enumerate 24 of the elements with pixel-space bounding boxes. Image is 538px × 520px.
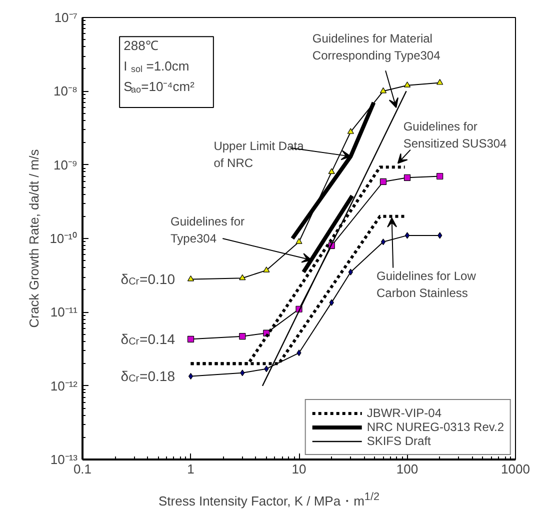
annotation: Guidelines for Type304 <box>170 214 245 246</box>
y-tick-label: 10⁻¹² <box>50 378 78 394</box>
x-tick-label: 1 <box>187 462 194 476</box>
annotation: 288℃ <box>124 38 158 53</box>
x-tick-label: 10 <box>292 462 306 476</box>
annotation: Guidelines for Low Carbon Stainless <box>376 268 476 300</box>
y-tick-label: 10⁻⁸ <box>54 84 78 99</box>
series-label: δCr=0.18 <box>120 368 176 385</box>
x-tick-label: 0.1 <box>73 462 92 476</box>
annotation: Guidelines for Sensitized SUS304 <box>403 120 508 151</box>
x-tick-label: 100 <box>396 462 418 476</box>
legend-label: SKIFS Draft <box>366 434 431 448</box>
y-axis-title: Crack Growth Rate, da/dt / m/s <box>26 148 42 328</box>
x-tick-label: 1000 <box>501 462 530 476</box>
x-axis-title: Stress Intensity Factor, K / MPa・m$^{1/2}$ <box>158 490 380 510</box>
annotation: Guidelines for Material Corresponding Type304 <box>312 31 441 62</box>
legend-label: JBWR-VIP-04 <box>366 406 442 420</box>
y-tick-label: 10⁻¹⁰ <box>50 231 78 246</box>
series-label: δCr=0.10 <box>120 271 176 288</box>
legend-label: NRC NUREG-0313 Rev.2 <box>366 420 504 434</box>
y-tick-label: 10⁻¹¹ <box>50 304 78 320</box>
series-label: δCr=0.14 <box>120 331 176 348</box>
y-tick-label: 10⁻⁹ <box>53 157 78 172</box>
y-tick-label: 10⁻⁷ <box>54 10 78 25</box>
